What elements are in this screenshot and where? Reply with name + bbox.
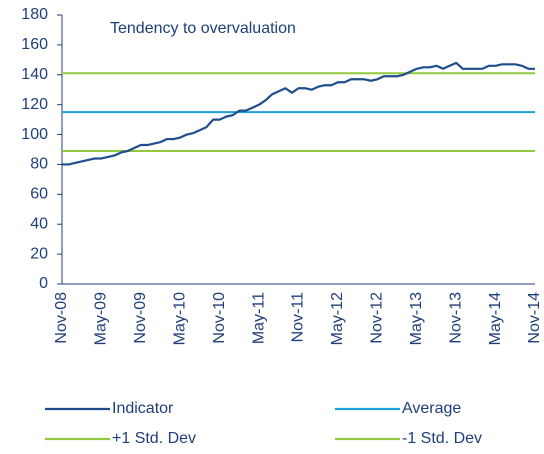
x-tick-label: May-10 xyxy=(171,292,188,345)
x-tick-label: May-14 xyxy=(487,292,504,345)
x-tick-label: May-12 xyxy=(329,292,346,345)
y-tick-label: 160 xyxy=(21,36,48,53)
y-tick-label: 120 xyxy=(21,96,48,113)
y-tick-label: 40 xyxy=(30,215,48,232)
y-tick-label: 100 xyxy=(21,126,48,143)
x-tick-label: Nov-09 xyxy=(132,292,149,344)
legend-label: Indicator xyxy=(112,400,174,417)
x-tick-label: Nov-13 xyxy=(447,292,464,344)
y-tick-label: 60 xyxy=(30,186,48,203)
legend-label: -1 Std. Dev xyxy=(402,430,482,447)
y-tick-label: 20 xyxy=(30,245,48,262)
x-tick-label: Nov-08 xyxy=(53,292,70,344)
y-tick-label: 140 xyxy=(21,66,48,83)
x-tick-label: Nov-11 xyxy=(290,292,307,342)
x-tick-label: Nov-14 xyxy=(526,292,543,344)
x-tick-label: May-09 xyxy=(93,292,110,345)
indicator-line xyxy=(62,61,535,166)
y-tick-label: 0 xyxy=(39,275,48,292)
y-tick-label: 80 xyxy=(30,156,48,173)
x-tick-label: May-13 xyxy=(408,292,425,345)
legend-label: Average xyxy=(402,400,461,417)
y-tick-label: 180 xyxy=(21,6,48,23)
x-tick-label: Nov-10 xyxy=(211,292,228,344)
legend-label: +1 Std. Dev xyxy=(112,430,196,447)
x-tick-label: Nov-12 xyxy=(369,292,386,344)
annotation: Tendency to overvaluation xyxy=(110,20,296,37)
x-tick-label: May-11 xyxy=(250,292,267,344)
